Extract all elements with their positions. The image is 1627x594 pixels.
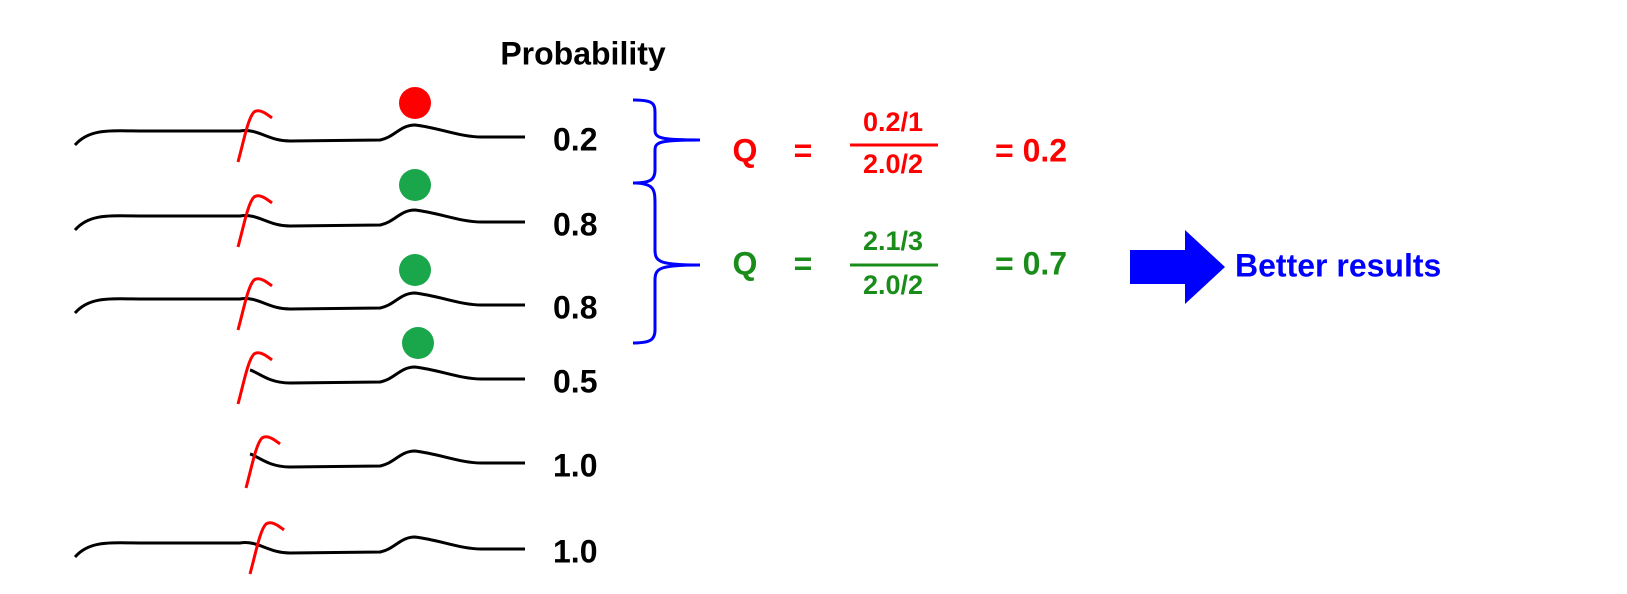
denominator: 2.0/2 bbox=[863, 270, 923, 300]
symbol: Q bbox=[733, 245, 758, 281]
dot bbox=[402, 327, 434, 359]
signal-line bbox=[75, 210, 525, 230]
equation: Q = 2.1/3 2.0/2 = 0.7 bbox=[733, 226, 1068, 300]
symbol: Q bbox=[733, 132, 758, 168]
arrow bbox=[1130, 230, 1225, 304]
conclusion: Better results bbox=[1235, 247, 1441, 283]
equals: = bbox=[794, 245, 813, 281]
rows: 0.2 0.8 0.8 0.5 1.0 1.0 bbox=[75, 87, 597, 574]
signal-line bbox=[250, 367, 525, 383]
result: = 0.7 bbox=[995, 245, 1067, 281]
dot bbox=[399, 254, 431, 286]
signal-line bbox=[75, 293, 525, 313]
dot bbox=[399, 169, 431, 201]
signal-line bbox=[250, 451, 525, 467]
probability: 0.2 bbox=[553, 121, 597, 157]
bracket bbox=[633, 100, 700, 183]
diagram: Probability 0.2 0.8 0.8 0.5 1.0 1.0 Q = 0.2/1… bbox=[0, 0, 1627, 594]
numerator: 0.2/1 bbox=[863, 107, 923, 137]
dot bbox=[399, 87, 431, 119]
probability: 0.8 bbox=[553, 289, 597, 325]
result: = 0.2 bbox=[995, 132, 1067, 168]
probability: 0.5 bbox=[553, 363, 597, 399]
title: Probability bbox=[500, 35, 666, 71]
probability: 1.0 bbox=[553, 533, 597, 569]
probability: 1.0 bbox=[553, 447, 597, 483]
bracket bbox=[633, 183, 700, 343]
equation: Q = 0.2/1 2.0/2 = 0.2 bbox=[733, 107, 1068, 179]
signal-line bbox=[75, 125, 525, 145]
equals: = bbox=[794, 132, 813, 168]
probability: 0.8 bbox=[553, 206, 597, 242]
numerator: 2.1/3 bbox=[863, 226, 923, 256]
denominator: 2.0/2 bbox=[863, 149, 923, 179]
red-mark bbox=[246, 437, 280, 488]
signal-line bbox=[75, 537, 525, 557]
